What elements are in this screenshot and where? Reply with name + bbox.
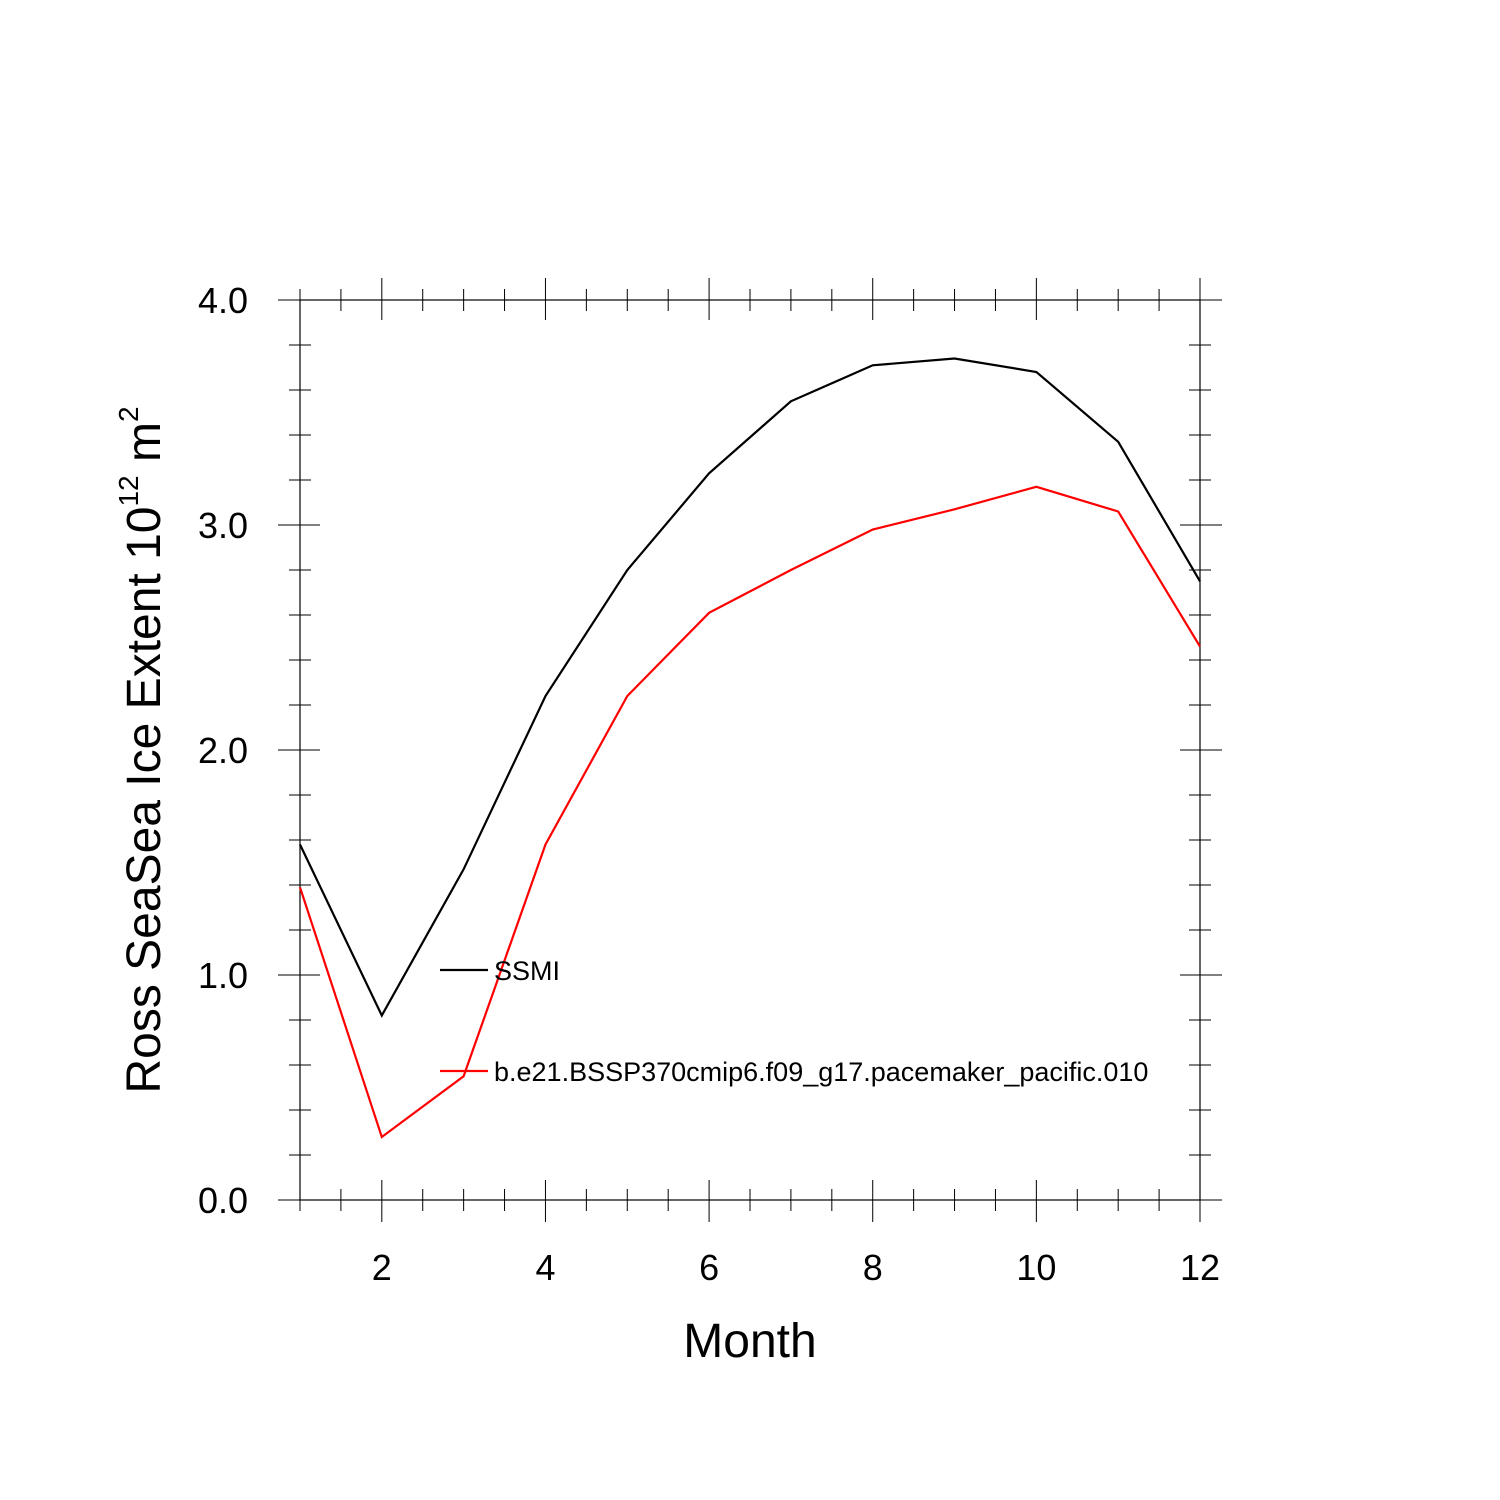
x-tick-label: 8 [863,1247,883,1288]
legend: SSMI b.e21.BSSP370cmip6.f09_g17.pacemaker… [440,956,1148,1087]
y-tick-label: 2.0 [198,730,248,771]
y-axis-title-main: Ross SeaSea Ice Extent 10 [118,507,171,1094]
legend-label: SSMI [494,956,560,986]
tick-labels: 2 4 6 8 10 12 0.0 1.0 2.0 3.0 4.0 [198,280,1220,1288]
y-axis-title-exp1: 12 [113,475,144,506]
y-tick-label: 1.0 [198,955,248,996]
series-lines [298,357,1201,1139]
legend-label: b.e21.BSSP370cmip6.f09_g17.pacemaker_pac… [494,1057,1148,1087]
y-axis-title-unit: m [118,422,171,475]
y-axis-title: Ross SeaSea Ice Extent 1012 m2 [113,406,171,1093]
x-tick-label: 4 [535,1247,555,1288]
x-tick-label: 12 [1180,1247,1220,1288]
series-line-model [298,485,1201,1139]
x-tick-label: 2 [372,1247,392,1288]
x-axis-title: Month [683,1315,816,1368]
series-line-ssmi [299,357,1201,1018]
minor-ticks [289,289,1211,1211]
x-tick-label: 6 [699,1247,719,1288]
y-tick-label: 4.0 [198,280,248,321]
y-tick-label: 0.0 [198,1180,248,1221]
y-tick-label: 3.0 [198,505,248,546]
x-tick-label: 10 [1016,1247,1056,1288]
y-axis-title-exp2: 2 [113,406,144,422]
major-ticks [278,278,1222,1222]
